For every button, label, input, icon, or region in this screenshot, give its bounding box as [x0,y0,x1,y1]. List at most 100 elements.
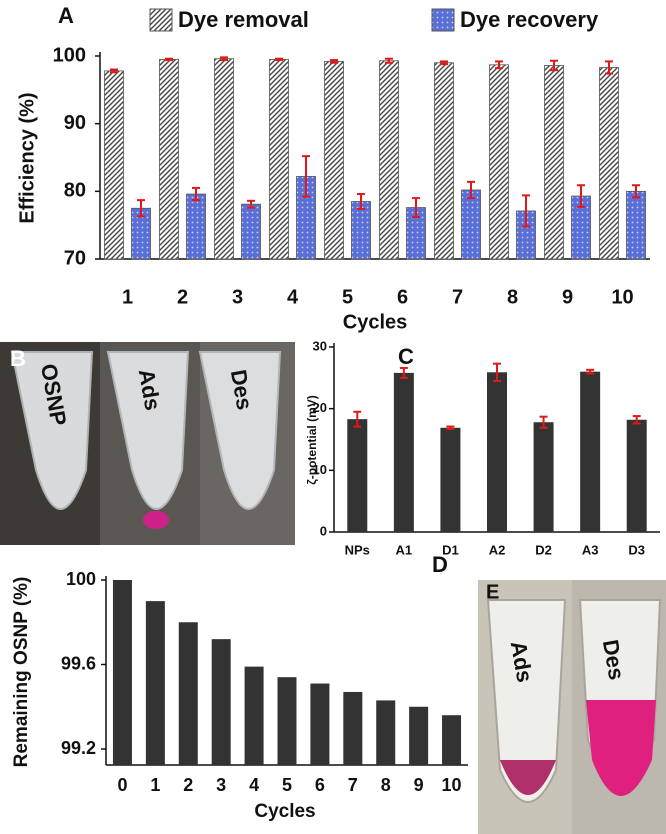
error-bar [137,199,145,218]
bar [533,422,554,532]
x-tick-label: 9 [562,286,573,308]
x-tick-label: 0 [117,775,127,795]
x-tick-label: 2 [183,775,193,795]
y-tick-label: 99.6 [61,653,96,673]
bar [580,371,601,532]
photo-b: B OSNP Ads Des [0,342,295,545]
error-bar [586,368,595,375]
y-tick-label: 90 [64,112,86,134]
bar [211,639,231,765]
error-bar [353,410,362,428]
y-tick-label: 0 [320,523,327,538]
bar [626,190,646,260]
error-bar [302,155,310,198]
x-tick-label: 3 [232,286,243,308]
error-bar [399,366,408,379]
panel-label: A [58,3,74,28]
bar [112,580,132,765]
y-axis-title: ζ-potential (mV) [305,395,319,485]
error-bar [192,186,200,202]
bar [626,419,647,532]
x-tick-label: A2 [489,542,506,557]
photo-e: E Ads Des [478,580,666,834]
x-tick-label: 10 [442,775,462,795]
x-tick-label: A1 [396,542,413,557]
y-axis-title: Remaining OSNP (%) [11,577,32,768]
y-tick-label: 70 [64,247,86,269]
x-axis-title: Cycles [254,801,315,822]
bar [186,193,206,260]
error-bar [385,57,393,64]
bar [269,58,289,260]
x-tick-label: 1 [150,775,160,795]
bar [324,61,344,260]
x-tick-label: 3 [216,775,226,795]
error-bar [275,57,283,62]
error-bar [330,59,338,64]
error-bar [412,197,420,219]
x-tick-label: A3 [582,542,599,557]
x-tick-label: 1 [122,286,133,308]
error-bar [605,60,613,75]
bar [442,715,462,765]
bar [376,700,396,765]
bar [343,691,363,765]
panel-label: B [10,346,26,371]
bar [440,427,461,532]
x-tick-label: NPs [345,542,370,557]
x-tick-label: 2 [177,286,188,308]
bar [379,60,399,260]
x-tick-label: D1 [442,542,459,557]
y-tick-label: 100 [53,44,86,66]
legend-swatch [149,8,173,32]
bar [159,58,179,260]
x-tick-label: 4 [287,286,299,308]
x-axis-title: Cycles [343,311,408,333]
x-tick-label: 5 [342,286,353,308]
x-tick-label: D2 [535,542,552,557]
bar [145,601,165,765]
bar [434,62,454,260]
bar [178,622,198,765]
x-tick-label: 6 [315,775,325,795]
panel-label: C [398,344,414,369]
x-tick-label: 8 [507,286,518,308]
x-tick-label: 4 [249,775,259,795]
error-bar [165,57,173,62]
error-bar [110,68,118,74]
legend-label: Dye recovery [460,7,599,32]
y-tick-label: 10 [313,462,327,477]
panel-label: D [432,552,448,577]
bar [461,189,481,260]
bar [214,58,234,260]
y-tick-label: 20 [313,400,327,415]
bar [409,706,429,765]
panel-label: E [486,581,499,603]
bar [393,372,414,532]
error-bar [446,425,455,431]
bar [489,64,509,260]
bar [310,683,330,765]
bar [104,70,124,260]
bar [487,372,507,532]
error-bar [632,184,640,199]
x-tick-label: 8 [381,775,391,795]
y-tick-label: 80 [64,180,86,202]
error-bar [522,194,530,228]
error-bar [495,60,503,70]
x-tick-label: 9 [414,775,424,795]
bar [599,67,619,260]
bar [244,666,264,765]
legend-swatch [431,8,455,32]
error-bar [467,180,475,200]
error-bar [577,184,585,208]
error-bar [440,60,448,66]
error-bar [357,193,365,210]
error-bar [247,199,255,209]
x-tick-label: 7 [348,775,358,795]
x-tick-label: 7 [452,286,463,308]
x-tick-label: D3 [628,542,645,557]
error-bar [220,56,228,62]
y-tick-label: 30 [313,338,327,353]
